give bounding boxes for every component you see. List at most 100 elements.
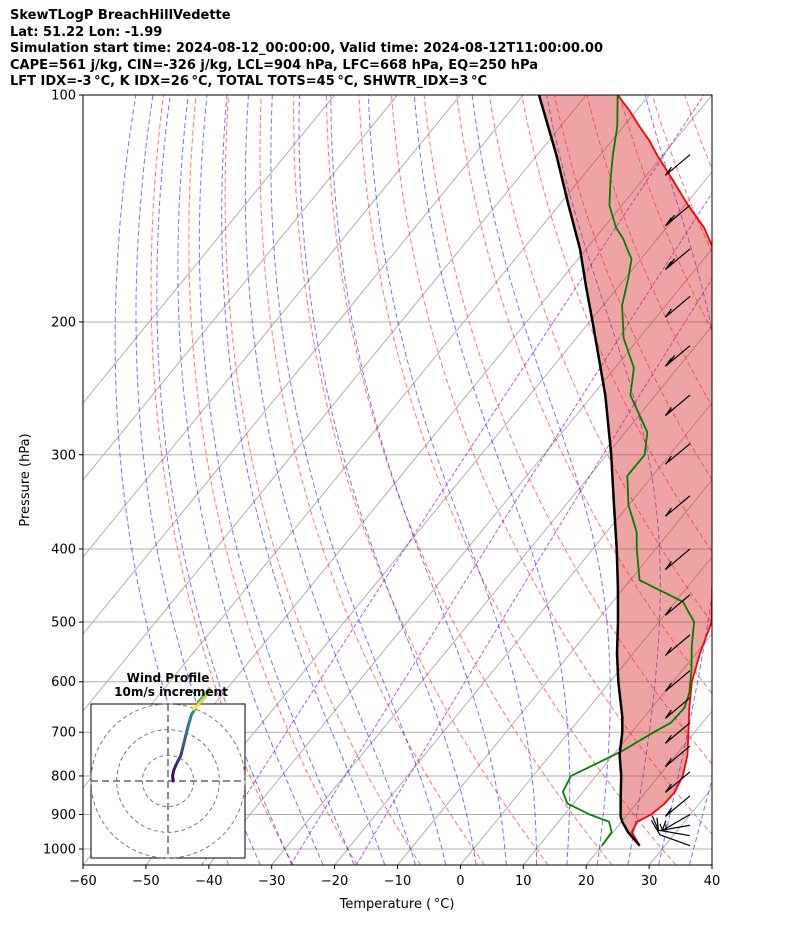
dry-adiabat-line	[188, 95, 358, 865]
moist-adiabat-line	[221, 95, 386, 865]
chart-header: SkewTLogP BreachHillVedette Lat: 51.22 L…	[10, 8, 603, 91]
wind-barb	[651, 815, 691, 837]
hodograph-segment	[192, 705, 198, 711]
wind-barb	[665, 697, 691, 719]
x-tick-label: −60	[69, 874, 96, 889]
x-tick-label: 10	[515, 874, 532, 889]
barb-feather	[665, 807, 672, 817]
mixing-ratio-line	[290, 192, 712, 865]
x-axis-label: Temperature ( °C)	[339, 897, 455, 912]
parcel-path-line	[537, 95, 641, 847]
barb-feather	[668, 169, 671, 173]
wind-barb	[661, 814, 691, 832]
index-line: LFT IDX=-3 °C, K IDX=26 °C, TOTAL TOTS=4…	[10, 74, 488, 89]
barb-feather	[668, 609, 671, 613]
dry-adiabat-line	[325, 95, 613, 865]
barb-feather	[665, 217, 672, 227]
barb-feather	[668, 685, 671, 689]
x-tick-label: −30	[258, 874, 285, 889]
barb-feather	[668, 649, 671, 654]
wind-barb	[665, 443, 691, 465]
dewpoint-line	[562, 95, 695, 847]
hodograph-subtitle: 10m/s increment	[114, 685, 228, 699]
wind-barb	[665, 204, 691, 227]
moist-adiabat-line	[367, 95, 538, 865]
x-tick-label: −20	[321, 874, 348, 889]
y-tick-label: 300	[51, 448, 76, 463]
dry-adiabat-line	[717, 95, 794, 865]
moist-adiabat-line	[298, 95, 477, 865]
barb-feather	[661, 820, 667, 831]
barb-feather	[668, 810, 671, 814]
barb-shaft	[661, 814, 691, 832]
barb-feather	[665, 455, 672, 465]
wind-barb	[665, 495, 691, 517]
barb-feather	[668, 409, 671, 414]
wind-barb	[665, 394, 691, 417]
x-tick-label: 40	[704, 874, 721, 889]
gridlines	[83, 95, 794, 865]
dry-adiabat-line	[224, 95, 422, 865]
moist-adiabat-line	[198, 95, 355, 865]
y-axis-label: Pressure (hPa)	[18, 433, 33, 526]
barb-feather	[665, 407, 672, 416]
dry-adiabat-line	[488, 95, 712, 624]
x-tick-label: −40	[195, 874, 222, 889]
mixing-ratio-line	[355, 277, 712, 865]
moist-adiabat-line	[244, 95, 416, 865]
cape-cin-fills	[539, 95, 712, 846]
wind-barb	[665, 548, 691, 570]
wind-barb	[665, 745, 691, 767]
barb-feather	[668, 355, 676, 364]
isotherm-line	[208, 248, 712, 865]
dry-adiabat-line	[293, 95, 549, 865]
dry-adiabat-line	[358, 95, 677, 865]
barb-feather	[668, 563, 671, 568]
moist-adiabat-line	[330, 95, 507, 865]
isotherm-line	[145, 171, 712, 865]
dry-adiabat-line	[750, 95, 794, 865]
moist-adiabat-line	[413, 95, 571, 865]
cin-area	[539, 95, 712, 846]
moist-adiabat-line	[270, 95, 447, 865]
barb-feather	[665, 561, 672, 570]
dry-adiabat-line	[783, 95, 794, 865]
chart-title: SkewTLogP BreachHillVedette	[10, 8, 231, 23]
y-tick-label: 700	[51, 726, 76, 741]
temperature-line	[616, 95, 712, 847]
cape-line: CAPE=561 j/kg, CIN=-326 j/kg, LCL=904 hP…	[10, 57, 538, 73]
barb-feather	[665, 357, 672, 367]
barb-feather	[651, 815, 660, 831]
moist-adiabat-line	[177, 95, 324, 865]
isotherm-line	[83, 95, 335, 404]
profile-series	[537, 95, 712, 847]
location-line: Lat: 51.22 Lon: -1.99	[10, 24, 163, 40]
x-tick-label: 30	[641, 874, 658, 889]
isotherm-line	[83, 95, 587, 712]
wind-barb	[665, 634, 691, 656]
barb-feather	[665, 308, 672, 318]
isotherm-line	[711, 864, 712, 865]
y-tick-label: 900	[51, 808, 76, 823]
barb-feather	[668, 510, 671, 514]
barb-feather	[668, 311, 671, 315]
moist-adiabat-line	[720, 95, 794, 865]
wind-barb	[665, 670, 691, 692]
hodograph-title: Wind Profile	[127, 671, 210, 685]
barb-feather	[668, 786, 671, 791]
time-line: Simulation start time: 2024-08-12_00:00:…	[10, 41, 603, 56]
barb-feather	[665, 682, 672, 692]
isotherm-line	[271, 325, 712, 865]
barb-feather	[668, 214, 676, 224]
wind-barb	[665, 295, 691, 318]
isotherm-line	[83, 95, 524, 635]
wind-barb	[665, 154, 691, 176]
wind-barb	[650, 819, 691, 847]
y-tick-label: 200	[51, 315, 76, 330]
isotherm-line	[522, 633, 712, 865]
isotherm-line	[334, 402, 712, 865]
barb-shaft	[659, 834, 691, 847]
barb-feather	[665, 260, 672, 270]
barb-feather	[665, 734, 672, 744]
dry-adiabat-line	[391, 95, 712, 836]
